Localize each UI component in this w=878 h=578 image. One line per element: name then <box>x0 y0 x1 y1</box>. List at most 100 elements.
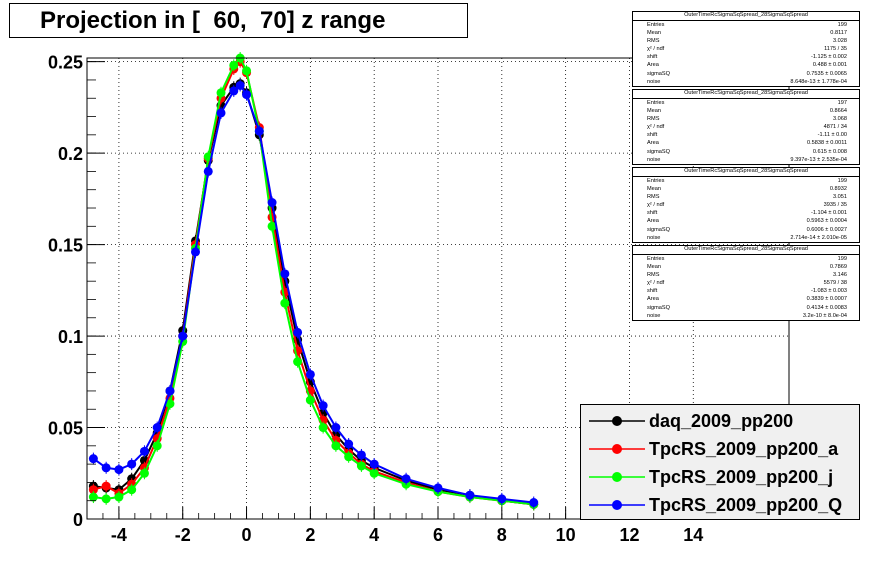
stats-box-title: OuterTimeRcSigmaSqSpread_28SigmaSqSpread <box>633 168 859 177</box>
data-point <box>88 454 98 464</box>
stats-row: Entries 197 <box>633 99 859 107</box>
stats-row: Area 0.5963 ± 0.0004 <box>633 217 859 225</box>
stats-label: Area <box>647 296 659 303</box>
stats-value: 1175 / 35 <box>824 46 847 53</box>
data-point <box>101 494 111 504</box>
stats-label: noise <box>647 234 661 241</box>
stats-box: OuterTimeRcSigmaSqSpread_28SigmaSqSpread… <box>632 89 860 165</box>
stats-row: noise 3.2e-10 ± 8.0e-04 <box>633 312 859 320</box>
stats-value: 9.397e-13 ± 2.535e-04 <box>790 156 847 163</box>
x-tick-label: 2 <box>305 525 315 545</box>
stats-label: RMS <box>647 194 660 201</box>
data-point <box>101 481 111 491</box>
stats-label: shift <box>647 54 658 61</box>
stats-label: Entries <box>647 22 665 28</box>
legend-dot <box>612 500 622 510</box>
y-tick-label: 0.25 <box>48 53 83 73</box>
stats-value: 0.6006 ± 0.0027 <box>806 226 847 233</box>
stats-label: Mean <box>647 108 661 115</box>
legend-label: daq_2009_pp200 <box>649 411 794 431</box>
data-point <box>203 166 213 176</box>
stats-value: 3935 / 35 <box>823 202 847 209</box>
stats-value: 0.615 ± 0.008 <box>812 148 847 155</box>
stats-label: Mean <box>647 186 661 193</box>
stats-row: χ² / ndf 4871 / 34 <box>633 123 859 131</box>
stats-box: OuterTimeRcSigmaSqSpread_28SigmaSqSpread… <box>632 167 860 243</box>
data-point <box>356 450 366 460</box>
stats-box-title: OuterTimeRcSigmaSqSpread_28SigmaSqSpread <box>633 12 859 21</box>
stats-label: χ² / ndf <box>647 46 665 53</box>
legend-marker <box>589 500 645 510</box>
stats-value: -1.125 ± 0.002 <box>810 54 847 61</box>
stats-value: -1.083 ± 0.003 <box>810 288 847 295</box>
legend-label: TpcRS_2009_pp200_j <box>649 467 834 487</box>
stats-value: 197 <box>837 100 847 106</box>
stats-row: shift -1.11 ± 0.00 <box>633 131 859 139</box>
y-tick-label: 0.1 <box>58 327 83 347</box>
x-tick-label: 14 <box>683 525 703 545</box>
stats-label: Entries <box>647 100 665 106</box>
legend-marker <box>589 472 645 482</box>
stats-label: sigmaSQ <box>647 226 671 233</box>
stats-value: 0.4134 ± 0.0083 <box>806 304 847 311</box>
stats-label: RMS <box>647 272 660 279</box>
stats-label: RMS <box>647 38 660 45</box>
legend-entry: TpcRS_2009_pp200_a <box>581 436 859 462</box>
y-tick-label: 0.05 <box>48 419 83 439</box>
data-point <box>344 439 354 449</box>
stats-box: OuterTimeRcSigmaSqSpread_28SigmaSqSpread… <box>632 245 860 321</box>
legend-label: TpcRS_2009_pp200_a <box>649 439 839 459</box>
data-point <box>344 452 354 462</box>
x-tick-label: -4 <box>111 525 127 545</box>
data-point <box>331 441 341 451</box>
data-point <box>242 90 252 100</box>
stats-label: noise <box>647 312 661 319</box>
legend-marker <box>589 416 645 426</box>
x-tick-label: 0 <box>242 525 252 545</box>
legend-dot <box>612 472 622 482</box>
data-point <box>88 492 98 502</box>
stats-value: 199 <box>837 178 847 184</box>
stats-row: Area 0.3839 ± 0.0007 <box>633 295 859 303</box>
stats-row: Area 0.5838 ± 0.0011 <box>633 139 859 147</box>
legend-dot <box>612 416 622 426</box>
stats-value: 0.7535 ± 0.0065 <box>806 70 847 77</box>
x-tick-label: 8 <box>497 525 507 545</box>
stats-label: RMS <box>647 116 660 123</box>
legend-entry: daq_2009_pp200 <box>581 408 859 434</box>
x-tick-label: 4 <box>369 525 379 545</box>
stats-row: sigmaSQ 0.6006 ± 0.0027 <box>633 226 859 234</box>
stats-value: 199 <box>837 256 847 262</box>
series-TpcRS_2009_pp200_Q <box>88 79 539 509</box>
data-point <box>216 108 226 118</box>
series-TpcRS_2009_pp200_j <box>88 52 539 511</box>
stats-value: 0.8117 <box>830 30 847 37</box>
data-point <box>331 423 341 433</box>
stats-row: χ² / ndf 3935 / 35 <box>633 201 859 209</box>
data-point <box>465 490 475 500</box>
stats-label: shift <box>647 288 658 295</box>
stats-value: 0.5838 ± 0.0011 <box>807 140 847 147</box>
data-point <box>280 269 290 279</box>
stats-row: Entries 199 <box>633 21 859 29</box>
stats-value: 199 <box>837 22 847 28</box>
data-point <box>190 247 200 257</box>
chart-title: Projection in [ 60, 70] z range <box>9 3 468 38</box>
stats-row: shift -1.125 ± 0.002 <box>633 53 859 61</box>
series-line <box>93 56 534 506</box>
data-point <box>318 401 328 411</box>
data-point <box>356 461 366 471</box>
legend-label: TpcRS_2009_pp200_Q <box>649 495 843 515</box>
data-point <box>433 483 443 493</box>
stats-label: Mean <box>647 30 661 37</box>
y-tick-label: 0.15 <box>48 236 83 256</box>
stats-value: 0.7869 <box>829 264 847 271</box>
data-point <box>178 331 188 341</box>
stats-value: 3.028 <box>833 38 847 45</box>
stats-label: χ² / ndf <box>647 280 665 287</box>
stats-row: Mean 0.8664 <box>633 107 859 115</box>
stats-value: -1.11 ± 0.00 <box>817 132 847 139</box>
stats-row: sigmaSQ 0.615 ± 0.008 <box>633 148 859 156</box>
stats-label: χ² / ndf <box>647 202 665 209</box>
stats-value: 3.051 <box>833 194 847 201</box>
